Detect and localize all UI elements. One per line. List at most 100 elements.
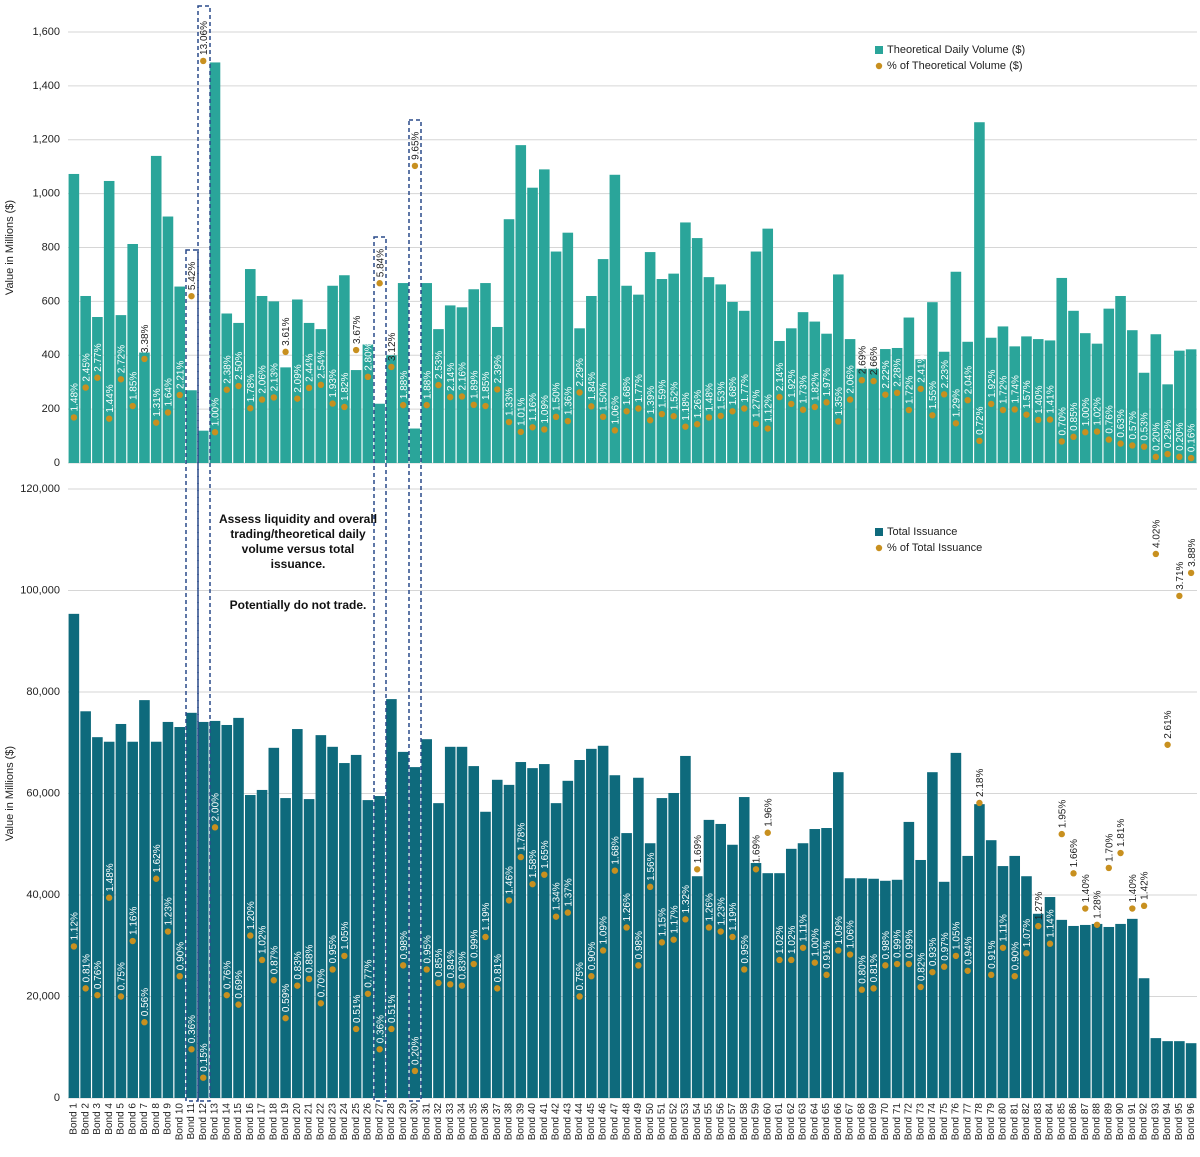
bar (750, 251, 762, 463)
bar (350, 754, 362, 1098)
x-tick-label: Bond 58 (739, 1103, 750, 1141)
x-tick-label: Bond 24 (339, 1103, 350, 1141)
dot (1082, 905, 1089, 912)
dot (1152, 453, 1160, 461)
dot (870, 985, 877, 992)
bar (480, 283, 491, 463)
dot (940, 963, 948, 970)
x-tick-label: Bond 5 (116, 1103, 127, 1135)
y-tick-label: 200 (42, 403, 60, 415)
dot (776, 956, 783, 964)
dot (682, 916, 689, 923)
bar (527, 187, 538, 464)
data-label: 1.55% (928, 381, 939, 409)
bar (1162, 1041, 1173, 1098)
data-label: 0.99% (905, 930, 916, 958)
bar (268, 301, 280, 463)
dot (82, 985, 89, 992)
data-label: 1.23% (164, 897, 175, 925)
bar (362, 344, 374, 463)
x-tick-label: Bond 49 (633, 1103, 644, 1141)
bar (80, 711, 91, 1098)
bar (303, 322, 315, 463)
bar (280, 367, 291, 463)
dot (1187, 454, 1195, 462)
bar (727, 844, 738, 1098)
dot (846, 951, 854, 958)
dot (623, 924, 630, 931)
y-tick-label: 1,200 (32, 134, 60, 146)
bar (315, 735, 327, 1098)
dot (952, 420, 960, 427)
data-label: 1.26% (622, 893, 633, 921)
dot (505, 897, 513, 904)
x-tick-label: Bond 1 (69, 1103, 80, 1135)
bar (656, 279, 668, 463)
data-label: 0.95% (740, 935, 751, 963)
data-label: 0.81% (81, 954, 92, 982)
data-label: 1.32% (681, 885, 692, 913)
dot (270, 394, 278, 401)
data-label: 1.27% (752, 389, 763, 417)
dot (693, 866, 701, 873)
x-tick-label: Bond 94 (1162, 1103, 1173, 1141)
dot (858, 376, 866, 384)
dot (929, 968, 936, 976)
data-label: 0.80% (857, 955, 868, 983)
data-label: 0.16% (1187, 424, 1198, 452)
x-tick-label: Bond 18 (268, 1103, 279, 1141)
dot (1176, 592, 1183, 600)
dot (399, 962, 407, 969)
dot (458, 982, 466, 989)
legend-label: Total Issuance (887, 526, 957, 538)
dot (1164, 450, 1171, 458)
dot (729, 408, 736, 415)
x-tick-label: Bond 55 (704, 1103, 715, 1141)
bar (974, 804, 985, 1098)
bar (374, 403, 385, 463)
x-tick-label: Bond 69 (868, 1103, 879, 1141)
data-label: 1.96% (763, 798, 774, 826)
data-label: 0.83% (293, 951, 304, 979)
dot (200, 1074, 207, 1081)
bar (833, 274, 844, 463)
dot (976, 437, 983, 445)
data-label: 0.85% (434, 949, 445, 977)
bar (339, 275, 350, 463)
bar (68, 613, 80, 1098)
bar (1174, 350, 1185, 463)
data-label: 2.13% (269, 363, 280, 391)
dot (399, 401, 407, 409)
bar (785, 848, 797, 1098)
data-label: 1.62% (152, 844, 163, 872)
x-tick-label: Bond 3 (92, 1103, 103, 1135)
dot (411, 1067, 419, 1075)
dot (999, 406, 1007, 414)
data-label: 2.53% (434, 351, 445, 379)
x-tick-label: Bond 11 (186, 1103, 197, 1140)
data-label: 0.98% (881, 931, 892, 959)
bar (197, 721, 209, 1098)
data-label: 1.92% (787, 369, 798, 397)
bar (1021, 876, 1032, 1098)
dot (870, 377, 877, 385)
data-label: 1.12% (70, 912, 81, 940)
data-label: 2.80% (364, 342, 375, 370)
bar (1068, 925, 1079, 1098)
bar (997, 866, 1009, 1098)
data-label: 1.64% (164, 378, 175, 406)
dot (494, 985, 501, 992)
dot (70, 414, 78, 421)
dot (247, 405, 254, 412)
dot (376, 280, 383, 287)
dot (505, 418, 513, 426)
data-label: 2.06% (258, 365, 269, 393)
bar (680, 222, 691, 463)
dot (258, 956, 266, 964)
data-label: 2.61% (1163, 710, 1174, 738)
data-label: 2.72% (117, 345, 128, 373)
bar (1162, 384, 1173, 463)
bar (127, 741, 138, 1098)
data-label: 2.23% (940, 360, 951, 388)
